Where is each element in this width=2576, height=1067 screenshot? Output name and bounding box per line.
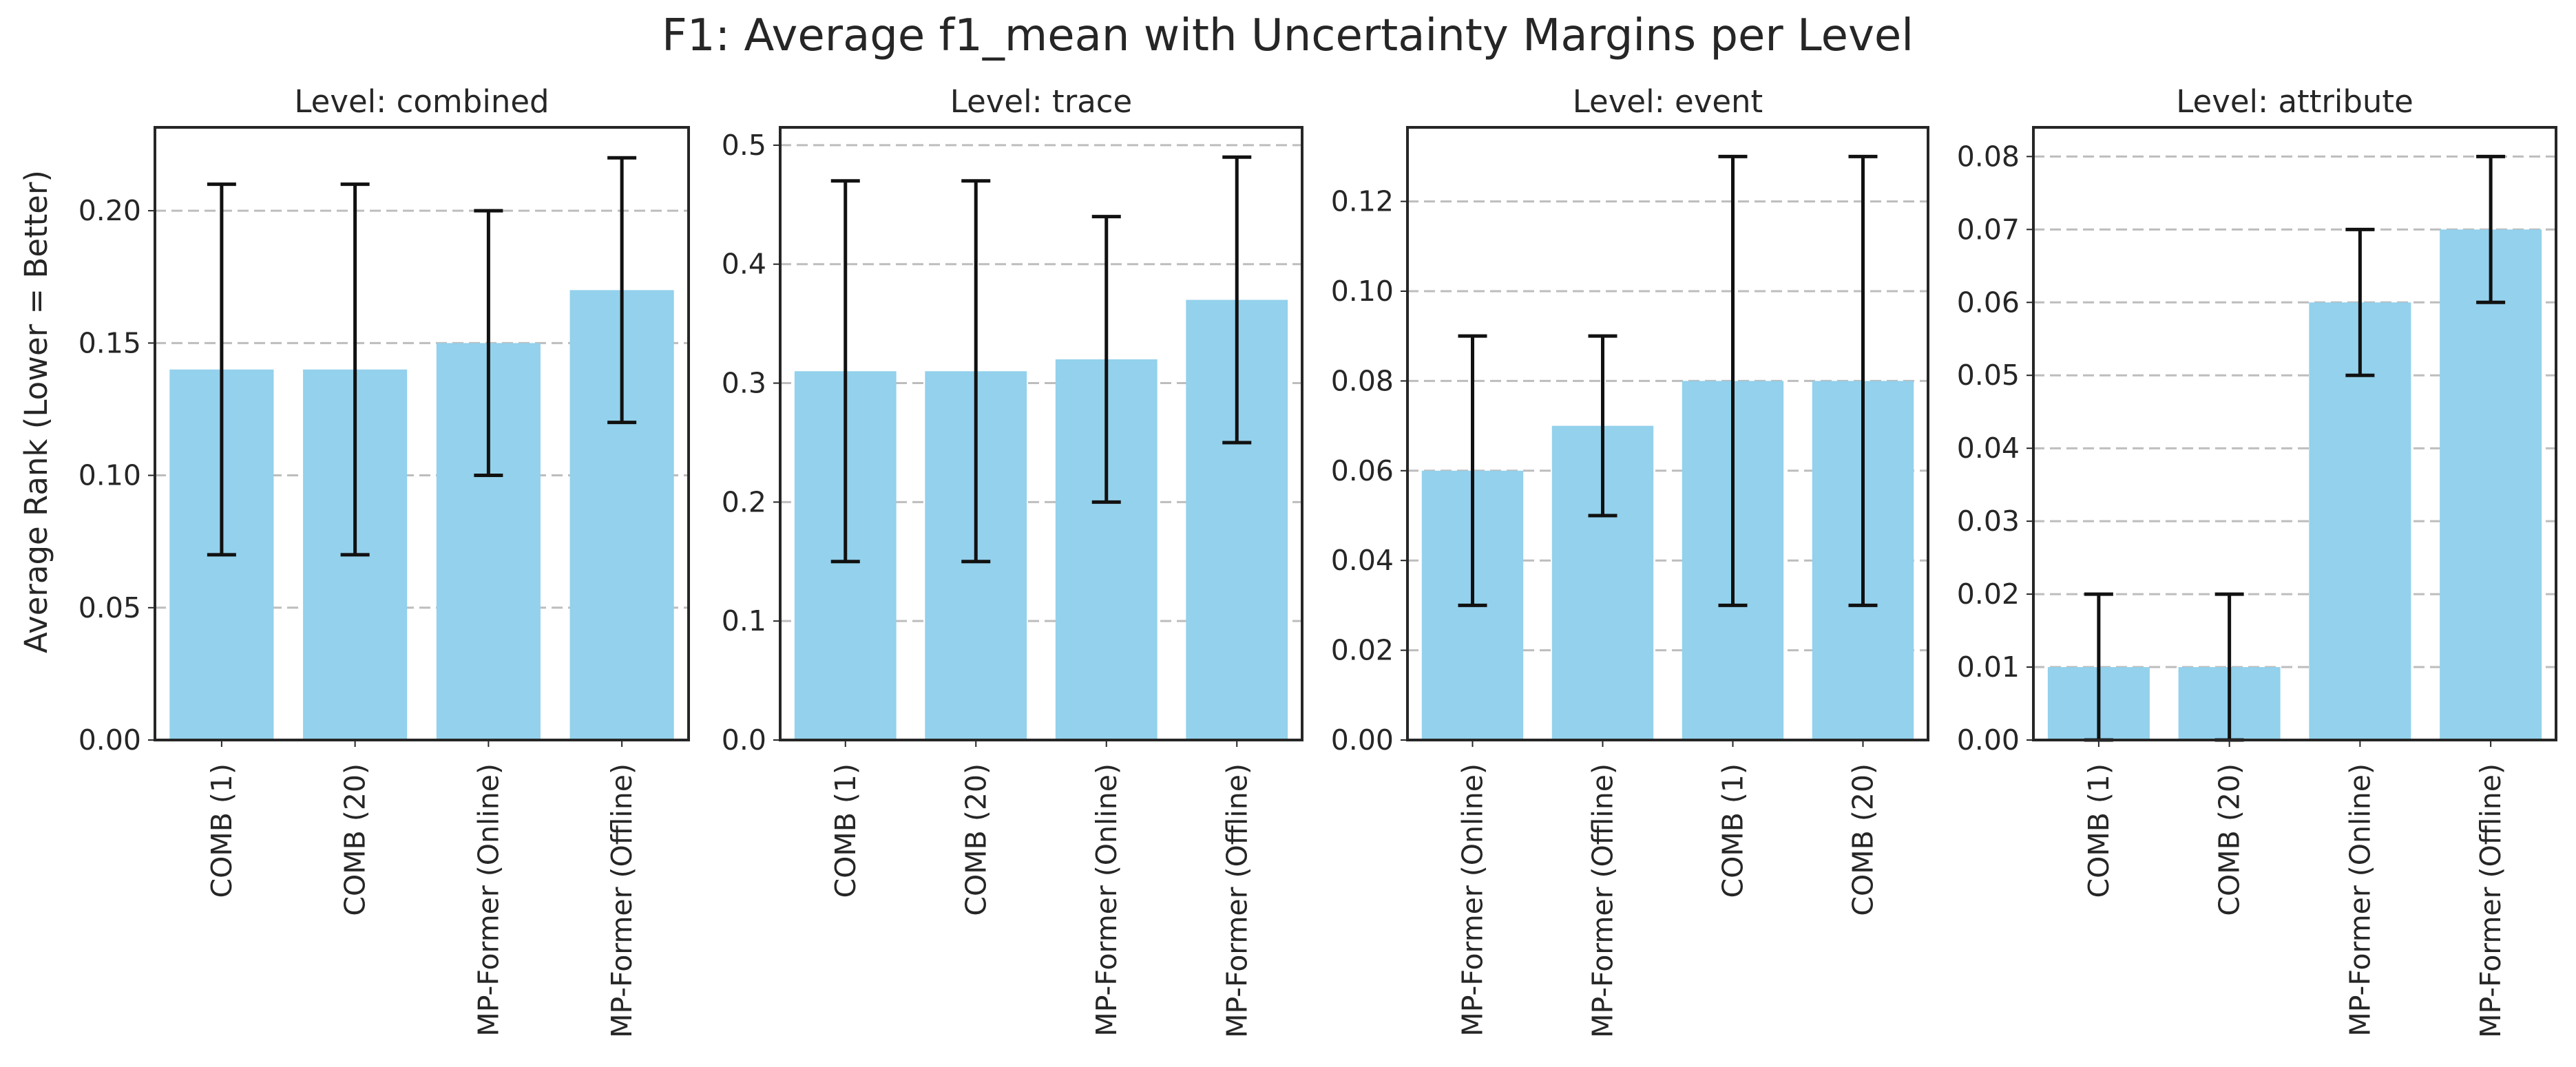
axes-frame bbox=[2032, 126, 2557, 741]
x-tick-label: COMB (20) bbox=[1847, 763, 1880, 916]
x-tick-label: MP-Former (Online) bbox=[472, 763, 505, 1037]
subplot-title: Level: event bbox=[1573, 83, 1763, 120]
y-tick-label: 0.08 bbox=[1957, 140, 2020, 173]
y-tick-label: 0.5 bbox=[722, 129, 766, 162]
x-tick-label: MP-Former (Online) bbox=[1090, 763, 1123, 1037]
subplot-1: 0.0 0.1 0.2 0.3 0.4 0.5 COMB (1) COMB (20) MP-Fo… bbox=[722, 83, 1303, 1038]
y-tick-label: 0.00 bbox=[78, 723, 141, 757]
subplot-2: 0.00 0.02 0.04 0.06 0.08 0.10 0.12 MP-Former (O… bbox=[1331, 83, 1929, 1038]
y-tick-label: 0.20 bbox=[78, 194, 141, 227]
y-tick-label: 0.10 bbox=[1331, 275, 1394, 308]
y-tick-label: 0.05 bbox=[78, 591, 141, 624]
y-tick-label: 0.03 bbox=[1957, 505, 2020, 538]
y-tick-label: 0.1 bbox=[722, 604, 766, 637]
y-tick-label: 0.08 bbox=[1331, 364, 1394, 397]
y-tick-label: 0.06 bbox=[1331, 454, 1394, 487]
x-tick-label: COMB (20) bbox=[339, 763, 372, 916]
x-tick-label: COMB (1) bbox=[1717, 763, 1750, 898]
y-tick-label: 0.04 bbox=[1331, 544, 1394, 577]
y-tick-label: 0.07 bbox=[1957, 213, 2020, 246]
subplot-title: Level: combined bbox=[294, 83, 549, 120]
x-tick-label: COMB (1) bbox=[829, 763, 862, 898]
x-tick-label: COMB (20) bbox=[2213, 763, 2246, 916]
x-tick-label: MP-Former (Online) bbox=[1456, 763, 1489, 1037]
y-tick-label: 0.4 bbox=[722, 248, 766, 281]
x-tick-label: MP-Former (Offline) bbox=[1220, 763, 1253, 1038]
x-tick-label: MP-Former (Offline) bbox=[605, 763, 638, 1038]
y-tick-label: 0.00 bbox=[1331, 723, 1394, 757]
y-tick-label: 0.2 bbox=[722, 485, 766, 518]
y-tick-label: 0.02 bbox=[1331, 634, 1394, 667]
y-tick-label: 0.05 bbox=[1957, 359, 2020, 392]
x-tick-label: COMB (1) bbox=[2082, 763, 2115, 898]
y-tick-label: 0.3 bbox=[722, 367, 766, 400]
subplot-title: Level: trace bbox=[950, 83, 1132, 120]
axes-frame bbox=[1406, 126, 1929, 741]
y-axis-label: Average Rank (Lower = Better) bbox=[18, 170, 54, 653]
y-tick-label: 0.06 bbox=[1957, 286, 2020, 319]
subplot-panels: 0.00 0.05 0.10 0.15 0.20 COMB (1) COMB (20) MP-… bbox=[78, 83, 2557, 1038]
figure-title: F1: Average f1_mean with Uncertainty Mar… bbox=[662, 10, 1914, 61]
y-tick-label: 0.15 bbox=[78, 326, 141, 359]
subplot-0: 0.00 0.05 0.10 0.15 0.20 COMB (1) COMB (20) MP-… bbox=[78, 83, 690, 1038]
y-tick-label: 0.04 bbox=[1957, 432, 2020, 465]
axes-frame bbox=[154, 126, 690, 741]
y-tick-label: 0.10 bbox=[78, 459, 141, 492]
y-tick-label: 0.01 bbox=[1957, 651, 2020, 684]
subplot-3: 0.00 0.01 0.02 0.03 0.04 0.05 0.06 0.07 0.08 COMB… bbox=[1957, 83, 2557, 1038]
x-tick-label: COMB (1) bbox=[205, 763, 238, 898]
y-tick-label: 0.00 bbox=[1957, 723, 2020, 757]
bar bbox=[2440, 229, 2542, 740]
y-tick-label: 0.0 bbox=[722, 723, 766, 757]
subplot-title: Level: attribute bbox=[2176, 83, 2413, 120]
x-tick-label: MP-Former (Offline) bbox=[2474, 763, 2507, 1038]
x-tick-label: MP-Former (Offline) bbox=[1587, 763, 1620, 1038]
y-tick-label: 0.12 bbox=[1331, 185, 1394, 218]
x-tick-label: MP-Former (Online) bbox=[2343, 763, 2376, 1037]
y-tick-label: 0.02 bbox=[1957, 578, 2020, 611]
axes-frame bbox=[779, 126, 1303, 741]
x-tick-label: COMB (20) bbox=[959, 763, 992, 916]
